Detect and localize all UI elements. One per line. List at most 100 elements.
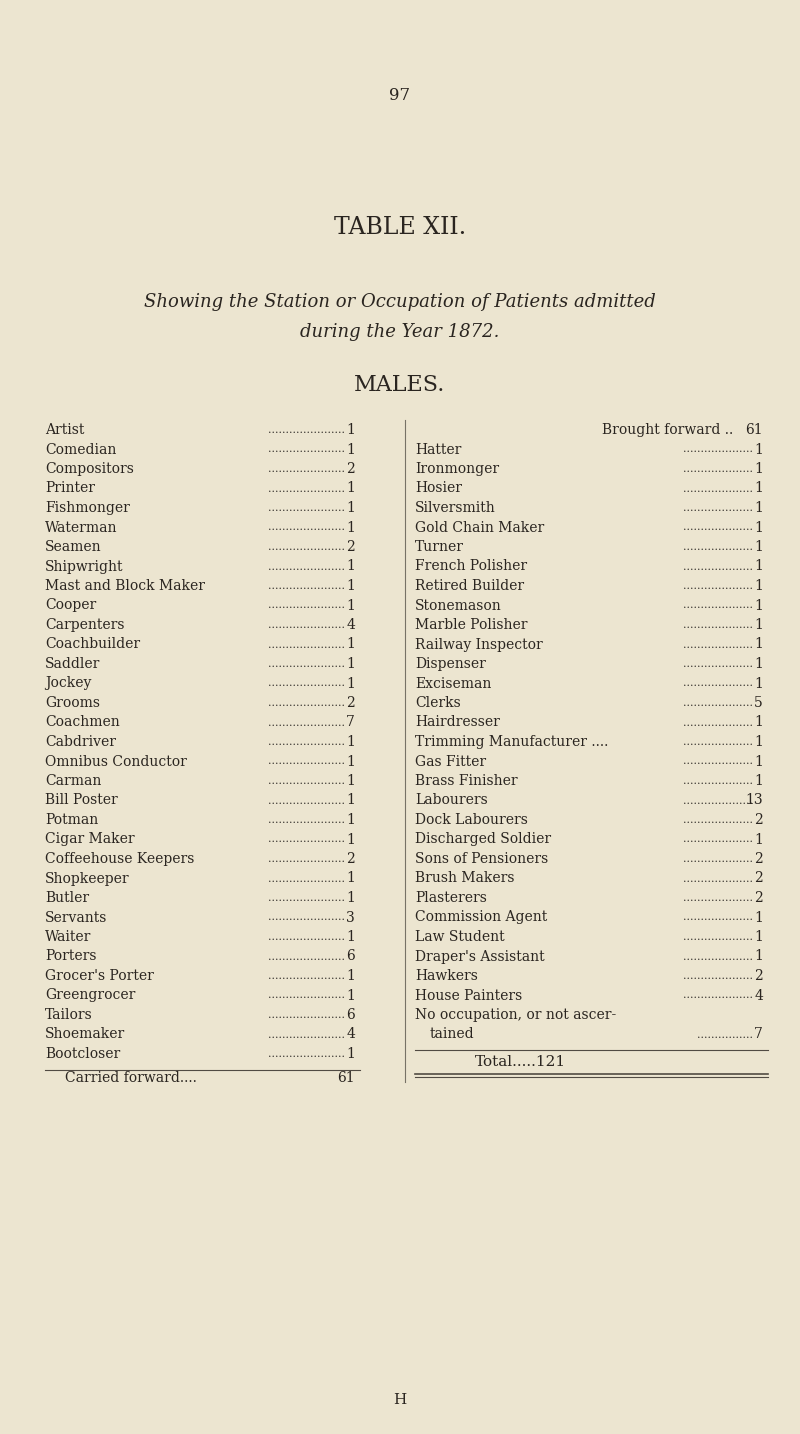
Text: ......................: ......................	[268, 619, 345, 630]
Text: Greengrocer: Greengrocer	[45, 988, 135, 1002]
Text: 2: 2	[754, 891, 763, 905]
Text: 1: 1	[346, 559, 355, 574]
Text: Draper's Assistant: Draper's Assistant	[415, 949, 545, 964]
Text: Ironmonger: Ironmonger	[415, 462, 499, 476]
Text: Saddler: Saddler	[45, 657, 100, 671]
Text: Shipwright: Shipwright	[45, 559, 123, 574]
Text: ......................: ......................	[268, 522, 345, 532]
Text: 61: 61	[746, 423, 763, 437]
Text: ......................: ......................	[268, 424, 345, 435]
Text: Comedian: Comedian	[45, 443, 116, 456]
Text: Printer: Printer	[45, 482, 95, 496]
Text: H: H	[394, 1392, 406, 1407]
Text: ......................: ......................	[268, 1030, 345, 1040]
Text: 2: 2	[754, 872, 763, 886]
Text: ......................: ......................	[268, 796, 345, 806]
Text: Brought forward ..: Brought forward ..	[602, 423, 733, 437]
Text: 1: 1	[346, 1047, 355, 1061]
Text: ......................: ......................	[268, 640, 345, 650]
Text: Bill Poster: Bill Poster	[45, 793, 118, 807]
Text: 1: 1	[346, 443, 355, 456]
Text: Sons of Pensioners: Sons of Pensioners	[415, 852, 548, 866]
Text: ......................: ......................	[268, 1010, 345, 1020]
Text: 1: 1	[754, 911, 763, 925]
Text: ......................: ......................	[268, 562, 345, 572]
Text: Discharged Soldier: Discharged Soldier	[415, 833, 551, 846]
Text: 1: 1	[754, 443, 763, 456]
Text: ......................: ......................	[268, 757, 345, 767]
Text: ....................: ....................	[683, 717, 753, 727]
Text: 1: 1	[754, 541, 763, 554]
Text: Hairdresser: Hairdresser	[415, 716, 500, 730]
Text: 13: 13	[746, 793, 763, 807]
Text: Coachbuilder: Coachbuilder	[45, 638, 140, 651]
Text: 3: 3	[346, 911, 355, 925]
Text: 1: 1	[754, 736, 763, 749]
Text: Grooms: Grooms	[45, 695, 100, 710]
Text: ....................: ....................	[683, 483, 753, 493]
Text: Tailors: Tailors	[45, 1008, 93, 1022]
Text: 1: 1	[346, 793, 355, 807]
Text: ....................: ....................	[683, 640, 753, 650]
Text: 2: 2	[346, 541, 355, 554]
Text: 1: 1	[346, 736, 355, 749]
Text: ....................: ....................	[683, 932, 753, 942]
Text: 61: 61	[338, 1071, 355, 1086]
Text: ....................: ....................	[683, 796, 753, 806]
Text: Carpenters: Carpenters	[45, 618, 125, 632]
Text: ......................: ......................	[268, 991, 345, 1001]
Text: 97: 97	[390, 86, 410, 103]
Text: 1: 1	[754, 716, 763, 730]
Text: Seamen: Seamen	[45, 541, 102, 554]
Text: Shopkeeper: Shopkeeper	[45, 872, 130, 886]
Text: Shoemaker: Shoemaker	[45, 1028, 126, 1041]
Text: 5: 5	[754, 695, 763, 710]
Text: Stonemason: Stonemason	[415, 598, 502, 612]
Text: 1: 1	[754, 579, 763, 594]
Text: Cigar Maker: Cigar Maker	[45, 833, 134, 846]
Text: ......................: ......................	[268, 542, 345, 552]
Text: ....................: ....................	[683, 503, 753, 513]
Text: ....................: ....................	[683, 542, 753, 552]
Text: ....................: ....................	[683, 601, 753, 611]
Text: 1: 1	[346, 598, 355, 612]
Text: ....................: ....................	[683, 522, 753, 532]
Text: Butler: Butler	[45, 891, 89, 905]
Text: ....................: ....................	[683, 835, 753, 845]
Text: ......................: ......................	[268, 465, 345, 475]
Text: Turner: Turner	[415, 541, 464, 554]
Text: 1: 1	[754, 500, 763, 515]
Text: Exciseman: Exciseman	[415, 677, 491, 691]
Text: Clerks: Clerks	[415, 695, 461, 710]
Text: ......................: ......................	[268, 776, 345, 786]
Text: Waterman: Waterman	[45, 521, 118, 535]
Text: Coachmen: Coachmen	[45, 716, 120, 730]
Text: Trimming Manufacturer ....: Trimming Manufacturer ....	[415, 736, 608, 749]
Text: ....................: ....................	[683, 757, 753, 767]
Text: 1: 1	[754, 618, 763, 632]
Text: Carried forward....: Carried forward....	[65, 1071, 197, 1086]
Text: ......................: ......................	[268, 698, 345, 708]
Text: ....................: ....................	[683, 581, 753, 591]
Text: 1: 1	[346, 657, 355, 671]
Text: ....................: ....................	[683, 952, 753, 962]
Text: Grocer's Porter: Grocer's Porter	[45, 969, 154, 982]
Text: Waiter: Waiter	[45, 931, 91, 944]
Text: ......................: ......................	[268, 601, 345, 611]
Text: 1: 1	[754, 774, 763, 789]
Text: 1: 1	[346, 833, 355, 846]
Text: 1: 1	[754, 754, 763, 769]
Text: ....................: ....................	[683, 562, 753, 572]
Text: ......................: ......................	[268, 835, 345, 845]
Text: tained: tained	[430, 1028, 474, 1041]
Text: 1: 1	[346, 423, 355, 437]
Text: ......................: ......................	[268, 678, 345, 688]
Text: Brass Finisher: Brass Finisher	[415, 774, 518, 789]
Text: 1: 1	[346, 482, 355, 496]
Text: ......................: ......................	[268, 971, 345, 981]
Text: ....................: ....................	[683, 678, 753, 688]
Text: 1: 1	[346, 891, 355, 905]
Text: ................: ................	[697, 1030, 753, 1040]
Text: ......................: ......................	[268, 483, 345, 493]
Text: ......................: ......................	[268, 893, 345, 903]
